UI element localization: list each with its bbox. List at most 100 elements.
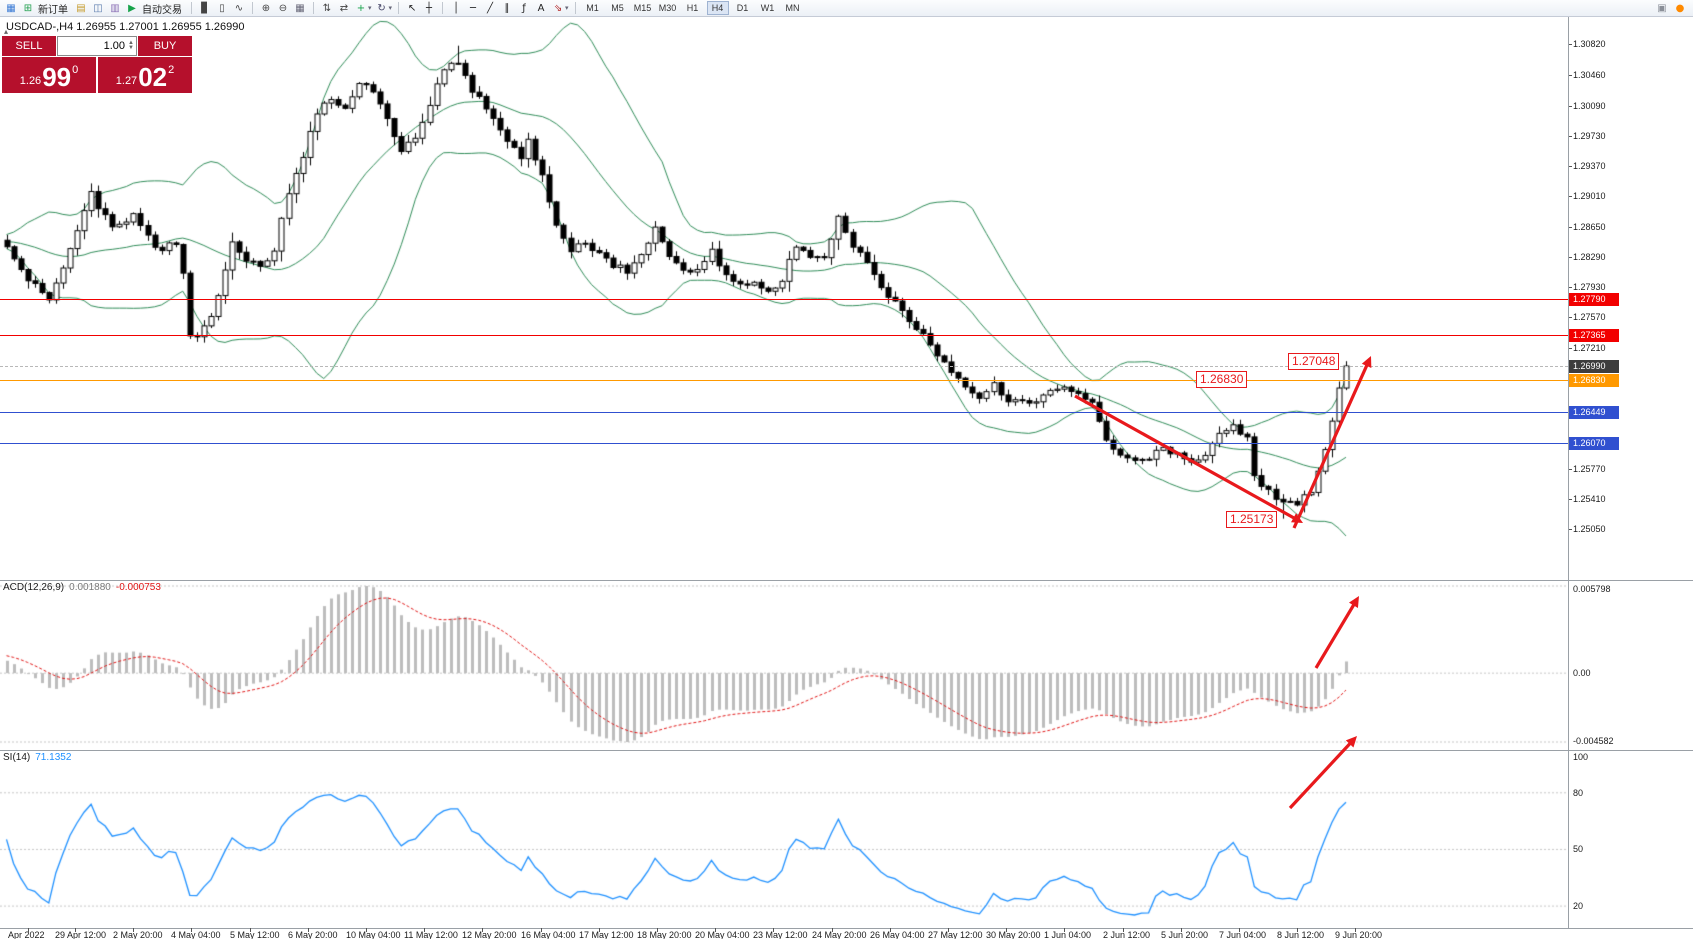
fibonacci-icon[interactable]: ƒ bbox=[522, 2, 526, 14]
volume-input[interactable]: 1.00 ▲ ▼ bbox=[57, 36, 137, 56]
price-tick-label: 1.27210 bbox=[1573, 342, 1606, 353]
chart-profile-icon[interactable]: ▣ bbox=[1657, 2, 1667, 14]
timeframe-w1-button[interactable]: W1 bbox=[760, 3, 775, 13]
time-tick-mark bbox=[482, 928, 483, 932]
auto-arrange-icon[interactable]: ⇅ bbox=[322, 2, 332, 14]
zoom-out-icon[interactable]: ⊖ bbox=[278, 2, 288, 14]
text-label-icon[interactable]: A bbox=[537, 2, 545, 14]
arrow-object-icon[interactable]: ⇘ bbox=[553, 2, 563, 14]
timeframe-m15-button[interactable]: M15 bbox=[633, 3, 652, 13]
macd-scale-label: 0.00 bbox=[1573, 668, 1591, 679]
price-tick-label: 1.30090 bbox=[1573, 100, 1606, 111]
toolbar-separator bbox=[191, 2, 192, 14]
price-annotation-label[interactable]: 1.25173 bbox=[1226, 511, 1278, 528]
add-indicator-icon[interactable]: + bbox=[356, 2, 366, 14]
rsi-indicator-canvas[interactable] bbox=[0, 750, 1568, 928]
timeframe-mn-button[interactable]: MN bbox=[785, 3, 800, 13]
time-tick-label: 24 May 20:00 bbox=[812, 930, 867, 939]
resistance-price-box: 1.27790 bbox=[1569, 293, 1619, 306]
macd-indicator-canvas[interactable] bbox=[0, 580, 1568, 750]
vertical-line-icon[interactable]: │ bbox=[453, 2, 460, 14]
time-tick-label: 2 May 20:00 bbox=[113, 930, 163, 939]
zoom-in-icon[interactable]: ⊕ bbox=[261, 2, 271, 14]
support-price-box: 1.26070 bbox=[1569, 437, 1619, 450]
resistance-line[interactable] bbox=[0, 335, 1568, 336]
time-tick-mark bbox=[1123, 928, 1124, 932]
arrow-object-icon-dropdown-icon[interactable]: ▾ bbox=[565, 5, 569, 12]
spin-down-icon[interactable]: ▼ bbox=[128, 45, 134, 51]
timeframe-m1-button[interactable]: M1 bbox=[586, 3, 599, 13]
time-tick-label: 11 May 12:00 bbox=[404, 930, 458, 939]
price-tick-mark bbox=[1568, 348, 1572, 349]
chart-shift-icon[interactable]: ⇄ bbox=[339, 2, 349, 14]
time-tick-label: 9 Jun 20:00 bbox=[1335, 930, 1383, 939]
sell-button[interactable]: SELL bbox=[2, 36, 56, 56]
period-selector-icon[interactable]: ↻ bbox=[377, 2, 386, 14]
support-line[interactable] bbox=[0, 412, 1568, 413]
timeframe-h4-button[interactable]: H4 bbox=[706, 1, 729, 15]
price-tick-label: 1.29370 bbox=[1573, 161, 1606, 172]
price-tick-label: 1.30820 bbox=[1573, 39, 1606, 50]
add-indicator-icon-dropdown-icon[interactable]: ▾ bbox=[368, 5, 372, 12]
horizontal-line-icon[interactable]: ─ bbox=[470, 2, 477, 14]
timeframe-h1-button[interactable]: H1 bbox=[686, 3, 699, 13]
current-price-line[interactable] bbox=[0, 366, 1568, 367]
price-tick-label: 1.25410 bbox=[1573, 493, 1606, 504]
autotrading-icon[interactable]: ▶ bbox=[128, 2, 136, 14]
buy-price-button[interactable]: 1.27 02 2 bbox=[98, 57, 192, 93]
trendline-icon[interactable]: ╱ bbox=[487, 2, 494, 14]
rsi-panel-separator[interactable] bbox=[0, 750, 1693, 751]
new-chart-icon[interactable]: ▦ bbox=[6, 2, 16, 14]
channel-icon[interactable]: ∥ bbox=[504, 2, 510, 14]
time-tick-label: 1 Jun 04:00 bbox=[1044, 930, 1092, 939]
sell-price-button[interactable]: 1.26 99 0 bbox=[2, 57, 96, 93]
crosshair-icon[interactable]: ┼ bbox=[426, 2, 433, 14]
time-tick-mark bbox=[1006, 928, 1007, 932]
time-tick-label: 20 May 04:00 bbox=[695, 930, 750, 939]
candlestick-chart-icon[interactable]: ▯ bbox=[219, 2, 225, 14]
data-window-icon[interactable]: ◫ bbox=[93, 2, 103, 14]
time-tick-label: 8 Jun 12:00 bbox=[1277, 930, 1325, 939]
price-annotation-label[interactable]: 1.26830 bbox=[1196, 371, 1248, 388]
tile-windows-icon[interactable]: ▦ bbox=[295, 2, 305, 14]
market-watch-icon[interactable]: ▤ bbox=[76, 2, 86, 14]
timeframe-m5-button[interactable]: M5 bbox=[611, 3, 624, 13]
one-click-trading-panel: SELL 1.00 ▲ ▼ BUY 1.26 99 0 1.27 02 2 bbox=[2, 36, 192, 93]
price-annotation-label[interactable]: 1.27048 bbox=[1288, 353, 1340, 370]
period-selector-icon-dropdown-icon[interactable]: ▾ bbox=[388, 5, 393, 12]
autotrading-icon-label[interactable]: 自动交易 bbox=[142, 4, 182, 16]
volume-spinner[interactable]: ▲ ▼ bbox=[128, 40, 134, 51]
quote-line: USDCAD-,H4 1.26955 1.27001 1.26955 1.269… bbox=[6, 21, 245, 33]
new-order-icon-label[interactable]: 新订单 bbox=[38, 4, 68, 16]
time-tick-mark bbox=[890, 928, 891, 932]
time-tick-mark bbox=[1239, 928, 1240, 932]
level-line[interactable] bbox=[0, 380, 1568, 381]
line-chart-icon[interactable]: ∿ bbox=[234, 2, 244, 14]
sell-price-prefix: 1.26 bbox=[19, 75, 42, 87]
price-tick-label: 1.25050 bbox=[1573, 524, 1606, 534]
sell-price-big: 99 bbox=[42, 62, 72, 92]
notification-badge[interactable]: ● bbox=[1675, 2, 1685, 14]
time-tick-label: 16 May 04:00 bbox=[521, 930, 576, 939]
macd-label: ACD(12,26,9) bbox=[3, 582, 65, 593]
one-click-collapse-icon[interactable]: ▴ bbox=[4, 27, 9, 36]
timeframe-d1-button[interactable]: D1 bbox=[736, 3, 749, 13]
bar-chart-icon[interactable]: ▊ bbox=[201, 2, 209, 14]
navigator-icon[interactable]: ▥ bbox=[110, 2, 120, 14]
time-tick-mark bbox=[28, 928, 29, 932]
price-tick-mark bbox=[1568, 227, 1572, 228]
timeframe-m30-button[interactable]: M30 bbox=[658, 3, 677, 13]
level-price-box: 1.26830 bbox=[1569, 374, 1619, 387]
price-tick-label: 1.27930 bbox=[1573, 282, 1606, 293]
buy-button[interactable]: BUY bbox=[138, 36, 192, 56]
new-order-icon[interactable]: ⊞ bbox=[23, 2, 33, 14]
macd-panel-separator[interactable] bbox=[0, 580, 1693, 581]
spin-up-icon[interactable]: ▲ bbox=[128, 40, 134, 46]
cursor-icon[interactable]: ↖ bbox=[407, 2, 417, 14]
resistance-line[interactable] bbox=[0, 299, 1568, 300]
support-line[interactable] bbox=[0, 443, 1568, 444]
current-price-price-box: 1.26990 bbox=[1569, 360, 1619, 373]
time-tick-mark bbox=[424, 928, 425, 932]
time-tick-label: 5 Jun 20:00 bbox=[1161, 930, 1209, 939]
time-tick-mark bbox=[832, 928, 833, 932]
